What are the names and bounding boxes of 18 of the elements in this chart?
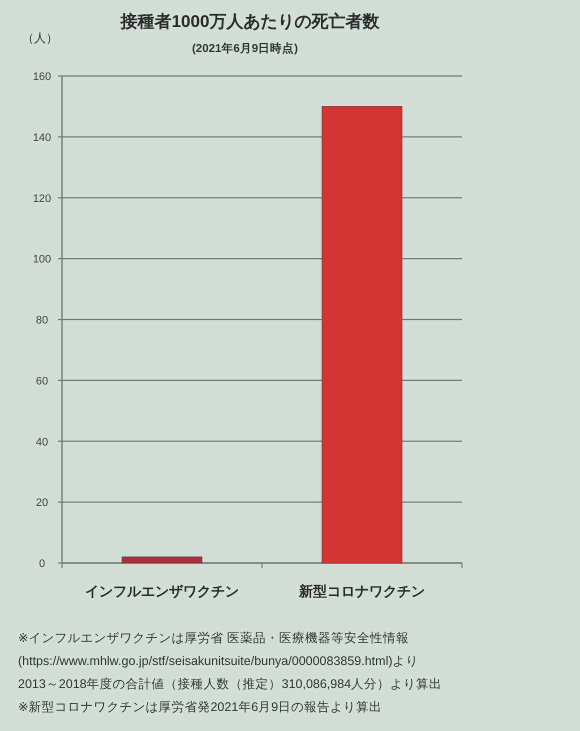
ylabel: （人）: [22, 31, 58, 45]
annotation: 2013～2018年度の合計値（接種人数（推定）310,086,984人分）より算出: [18, 677, 442, 691]
ytick: 140: [32, 132, 52, 144]
ytick: 60: [36, 375, 48, 388]
annotation: (https://www.mhlw.go.jp/stf/seisakunitsuite/bunya/0000083859.html)より: [18, 654, 419, 668]
title: 接種者1000万人あたりの死亡者数: [120, 12, 380, 31]
xtick: インフルエンザワクチン: [85, 583, 239, 599]
ytick: 20: [36, 497, 48, 510]
annotation: ※新型コロナワクチンは厚労省発2021年6月9日の報告より算出: [18, 700, 382, 714]
ytick: 40: [36, 436, 48, 448]
ytick: 0: [38, 558, 46, 570]
ytick: 80: [36, 314, 48, 326]
ytick: 120: [32, 192, 52, 205]
subtitle: (2021年6月9日時点): [192, 43, 298, 55]
xtick: 新型コロナワクチン: [299, 583, 425, 599]
annotation: ※インフルエンザワクチンは厚労省 医薬品・医療機器等安全性情報: [18, 631, 409, 645]
ytick: 160: [32, 71, 52, 83]
ytick: 100: [32, 254, 52, 266]
